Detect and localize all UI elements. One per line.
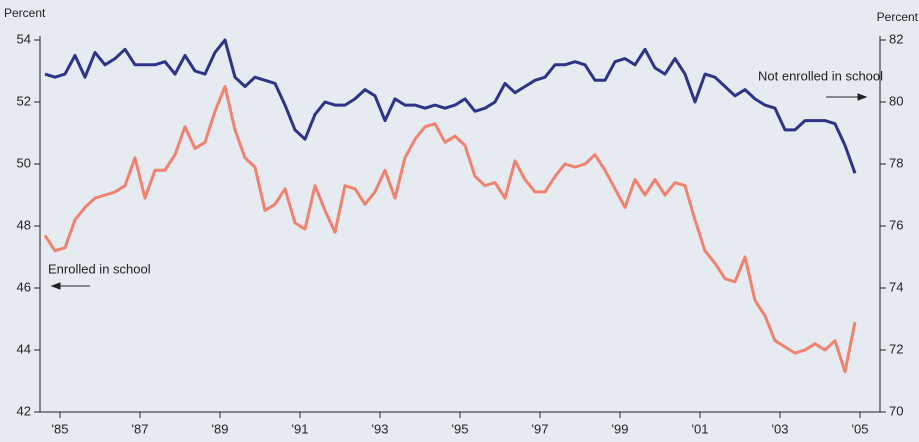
series-line	[43, 85, 857, 374]
y2-tick-label: 74	[889, 279, 903, 294]
y2-tick-label: 76	[889, 217, 903, 232]
series-line	[44, 38, 857, 174]
arrow-head	[857, 93, 868, 101]
x-tick-label: '85	[52, 421, 69, 436]
x-tick-label: '99	[612, 421, 629, 436]
x-tick-label: '05	[852, 421, 869, 436]
y-tick-label: 52	[17, 93, 31, 108]
y-tick-label: 42	[17, 403, 31, 418]
x-tick-label: '91	[292, 421, 309, 436]
annotation: Not enrolled in school	[758, 68, 883, 83]
y2-tick-label: 72	[889, 341, 903, 356]
x-tick-label: '01	[692, 421, 709, 436]
y2-tick-label: 78	[889, 155, 903, 170]
x-tick-label: '97	[532, 421, 549, 436]
arrow	[50, 93, 868, 290]
y-tick-label: 48	[17, 217, 31, 232]
x-tick-label: '95	[452, 421, 469, 436]
y2-tick-label: 70	[889, 403, 903, 418]
y-tick-label: 54	[17, 31, 31, 46]
x-tick-label: '93	[372, 421, 389, 436]
y-axis-label: Percent	[4, 6, 46, 20]
y-tick-label: 46	[17, 279, 31, 294]
y2-axis-label: Percent	[877, 10, 919, 24]
arrow-head	[50, 282, 61, 290]
y-tick-label: 50	[17, 155, 31, 170]
x-tick-label: '03	[772, 421, 789, 436]
y-tick-label: 44	[17, 341, 31, 356]
y2-tick-label: 82	[889, 31, 903, 46]
x-tick-label: '87	[132, 421, 149, 436]
annotation: Enrolled in school	[48, 261, 151, 276]
y2-tick-label: 80	[889, 93, 903, 108]
x-tick-label: '89	[212, 421, 229, 436]
